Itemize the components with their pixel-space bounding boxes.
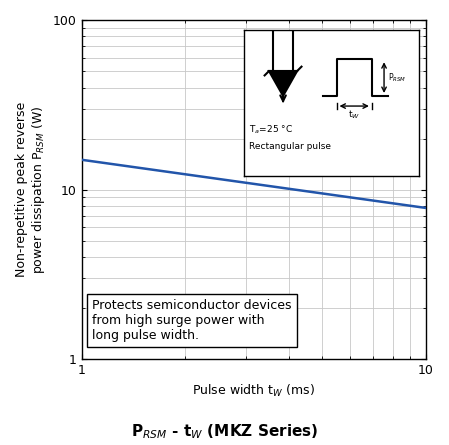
Text: Protects semiconductor devices
from high surge power with
long pulse width.: Protects semiconductor devices from high… [92, 299, 291, 342]
X-axis label: Pulse width t$_W$ (ms): Pulse width t$_W$ (ms) [193, 383, 315, 399]
Y-axis label: Non-repetitive peak reverse
power dissipation P$_{RSM}$ (W): Non-repetitive peak reverse power dissip… [15, 102, 48, 277]
Text: P$_{RSM}$ - t$_W$ (MKZ Series): P$_{RSM}$ - t$_W$ (MKZ Series) [131, 422, 318, 441]
